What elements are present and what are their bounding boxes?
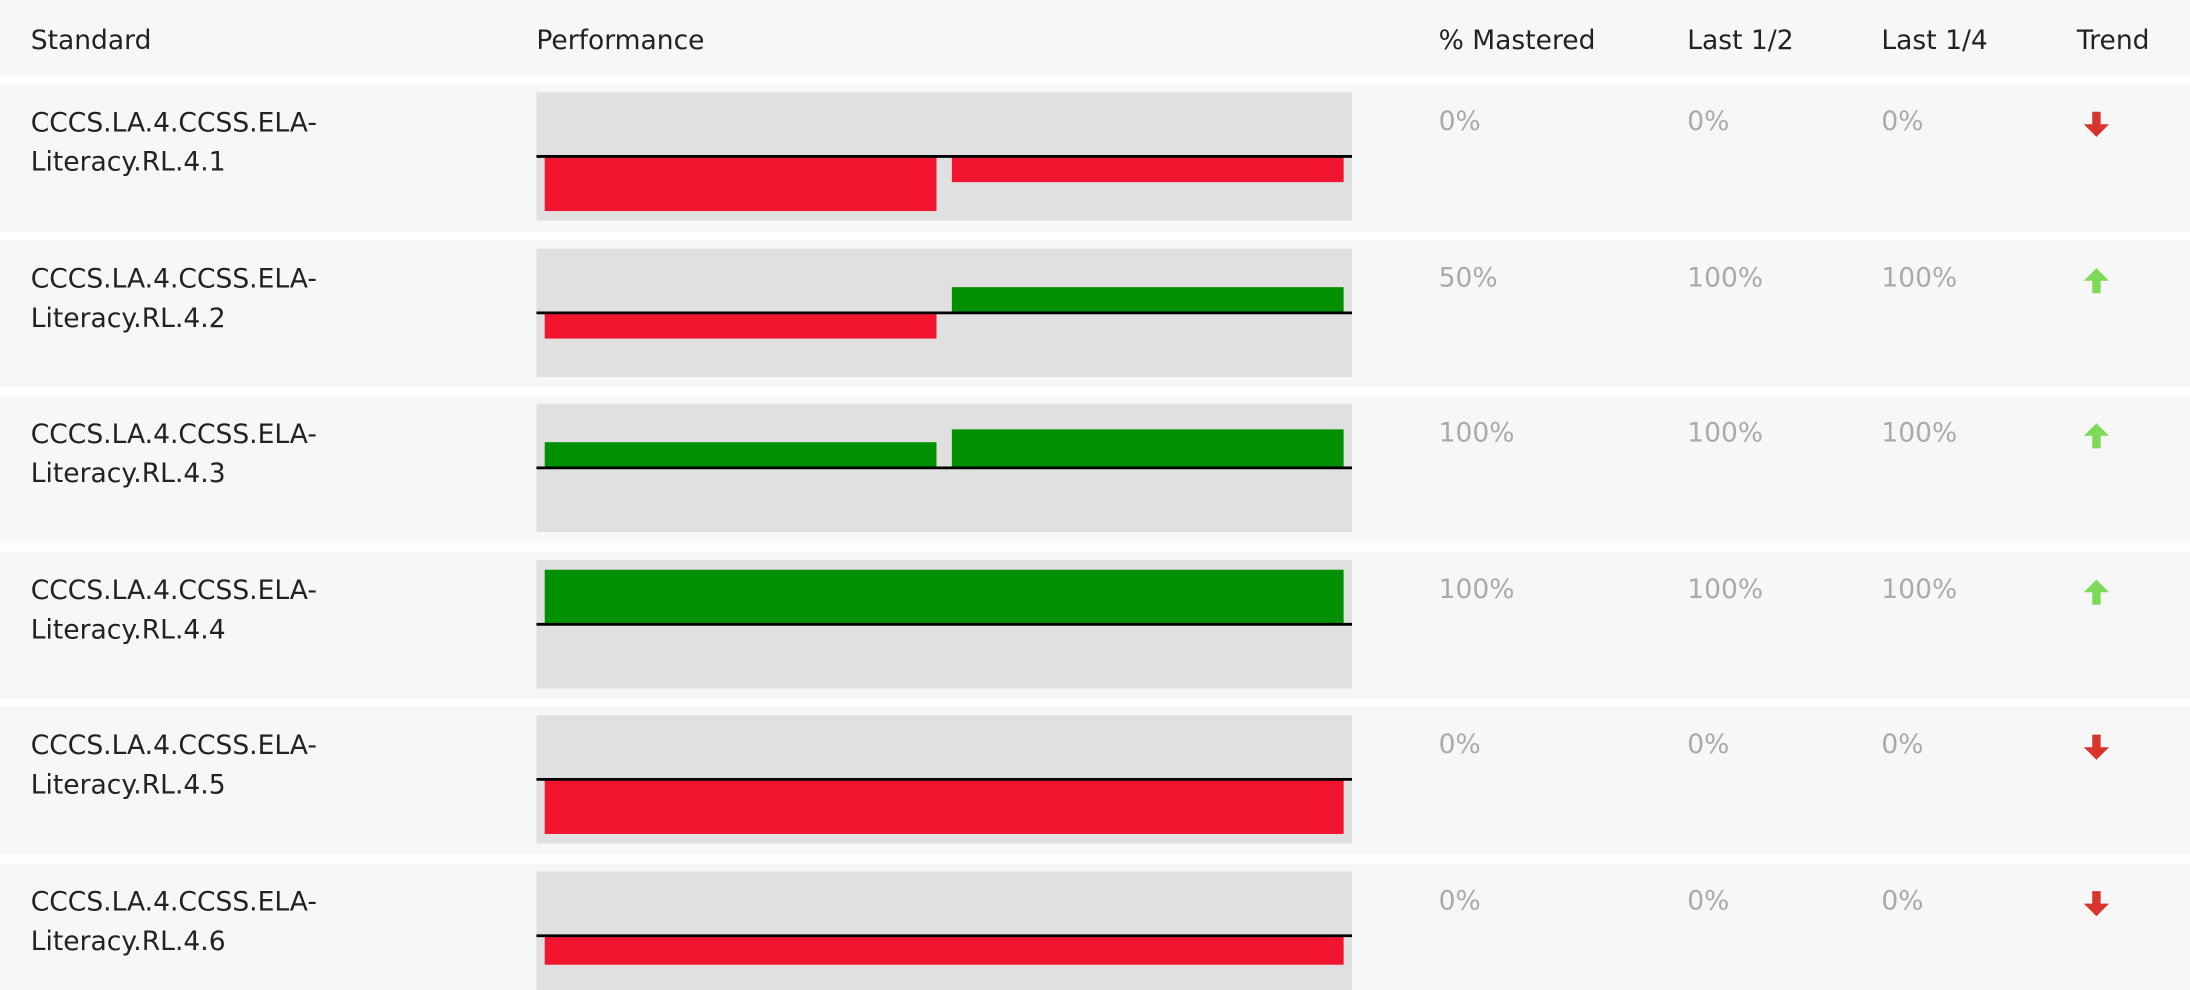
- performance-chart: [536, 559, 1353, 688]
- column-header: Trend: [2076, 25, 2150, 56]
- performance-chart: [536, 870, 1353, 990]
- column-header: Performance: [536, 25, 705, 56]
- standard-name: CCCS.LA.4.CCSS.ELA-Literacy.RL.4.5: [30, 730, 317, 801]
- arrow-shape: [2083, 267, 2110, 293]
- trend-arrow: [2083, 890, 2110, 916]
- cell-value: 100%: [1687, 417, 1764, 449]
- cell-value: 0%: [1438, 106, 1481, 137]
- column-header: Standard: [30, 25, 152, 56]
- cell-value: 0%: [1881, 106, 1924, 137]
- performance-bar: [951, 156, 1344, 183]
- arrow-shape: [2083, 890, 2110, 916]
- arrow-shape: [2083, 423, 2110, 449]
- performance-bar: [544, 779, 1344, 834]
- performance-chart: [536, 247, 1353, 377]
- table-row: CCCS.LA.4.CCSS.ELA-Literacy.RL.4.6 0% 0% 0%: [0, 854, 2190, 990]
- trend-arrow: [2083, 578, 2110, 605]
- cell-value: 50%: [1438, 261, 1498, 293]
- cell-value: 0%: [1687, 884, 1730, 916]
- performance-bar: [544, 569, 1344, 624]
- cell-value: 0%: [1687, 106, 1730, 137]
- performance-chart: [536, 715, 1353, 844]
- performance-bar: [544, 442, 937, 468]
- table-row: CCCS.LA.4.CCSS.ELA-Literacy.RL.4.4 100% 10…: [0, 542, 2190, 698]
- trend-arrow: [2083, 734, 2110, 760]
- performance-chart: [536, 92, 1353, 221]
- column-header: % Mastered: [1438, 25, 1596, 56]
- table-row: CCCS.LA.4.CCSS.ELA-Literacy.RL.4.1 0% 0% 0%: [0, 75, 2190, 231]
- performance-bar: [951, 286, 1344, 313]
- table-row: CCCS.LA.4.CCSS.ELA-Literacy.RL.4.3 100% 10…: [0, 386, 2190, 542]
- cell-value: 100%: [1687, 573, 1764, 605]
- performance-bar: [544, 156, 937, 212]
- cell-value: 100%: [1881, 261, 1958, 293]
- standard-name: CCCS.LA.4.CCSS.ELA-Literacy.RL.4.4: [30, 574, 317, 645]
- cell-value: 100%: [1881, 417, 1958, 449]
- performance-bar: [544, 935, 1344, 965]
- standard-name: CCCS.LA.4.CCSS.ELA-Literacy.RL.4.6: [30, 886, 317, 957]
- trend-arrow: [2083, 111, 2110, 137]
- cell-value: 0%: [1438, 884, 1481, 916]
- cell-value: 100%: [1687, 261, 1764, 293]
- performance-bar: [951, 429, 1344, 468]
- cell-value: 0%: [1687, 729, 1730, 760]
- standard-name: CCCS.LA.4.CCSS.ELA-Literacy.RL.4.2: [30, 263, 317, 334]
- performance-bar: [544, 312, 937, 338]
- chart-background: [536, 870, 1353, 990]
- arrow-shape: [2083, 111, 2110, 137]
- performance-chart: [536, 403, 1353, 533]
- cell-value: 0%: [1881, 729, 1924, 760]
- standard-name: CCCS.LA.4.CCSS.ELA-Literacy.RL.4.3: [30, 419, 317, 489]
- column-header: Last 1/4: [1881, 25, 1988, 56]
- arrow-shape: [2083, 578, 2110, 605]
- trend-arrow: [2083, 267, 2110, 293]
- column-header: Last 1/2: [1687, 25, 1794, 56]
- table-row: CCCS.LA.4.CCSS.ELA-Literacy.RL.4.2 50% 100…: [0, 231, 2190, 387]
- table-row: CCCS.LA.4.CCSS.ELA-Literacy.RL.4.5 0% 0% 0%: [0, 698, 2190, 854]
- cell-value: 100%: [1881, 573, 1958, 605]
- cell-value: 0%: [1881, 884, 1924, 916]
- trend-arrow: [2083, 423, 2110, 449]
- cell-value: 100%: [1438, 417, 1515, 449]
- cell-value: 100%: [1438, 573, 1515, 605]
- arrow-shape: [2083, 734, 2110, 760]
- cell-value: 0%: [1438, 729, 1481, 760]
- standard-name: CCCS.LA.4.CCSS.ELA-Literacy.RL.4.1: [30, 107, 317, 178]
